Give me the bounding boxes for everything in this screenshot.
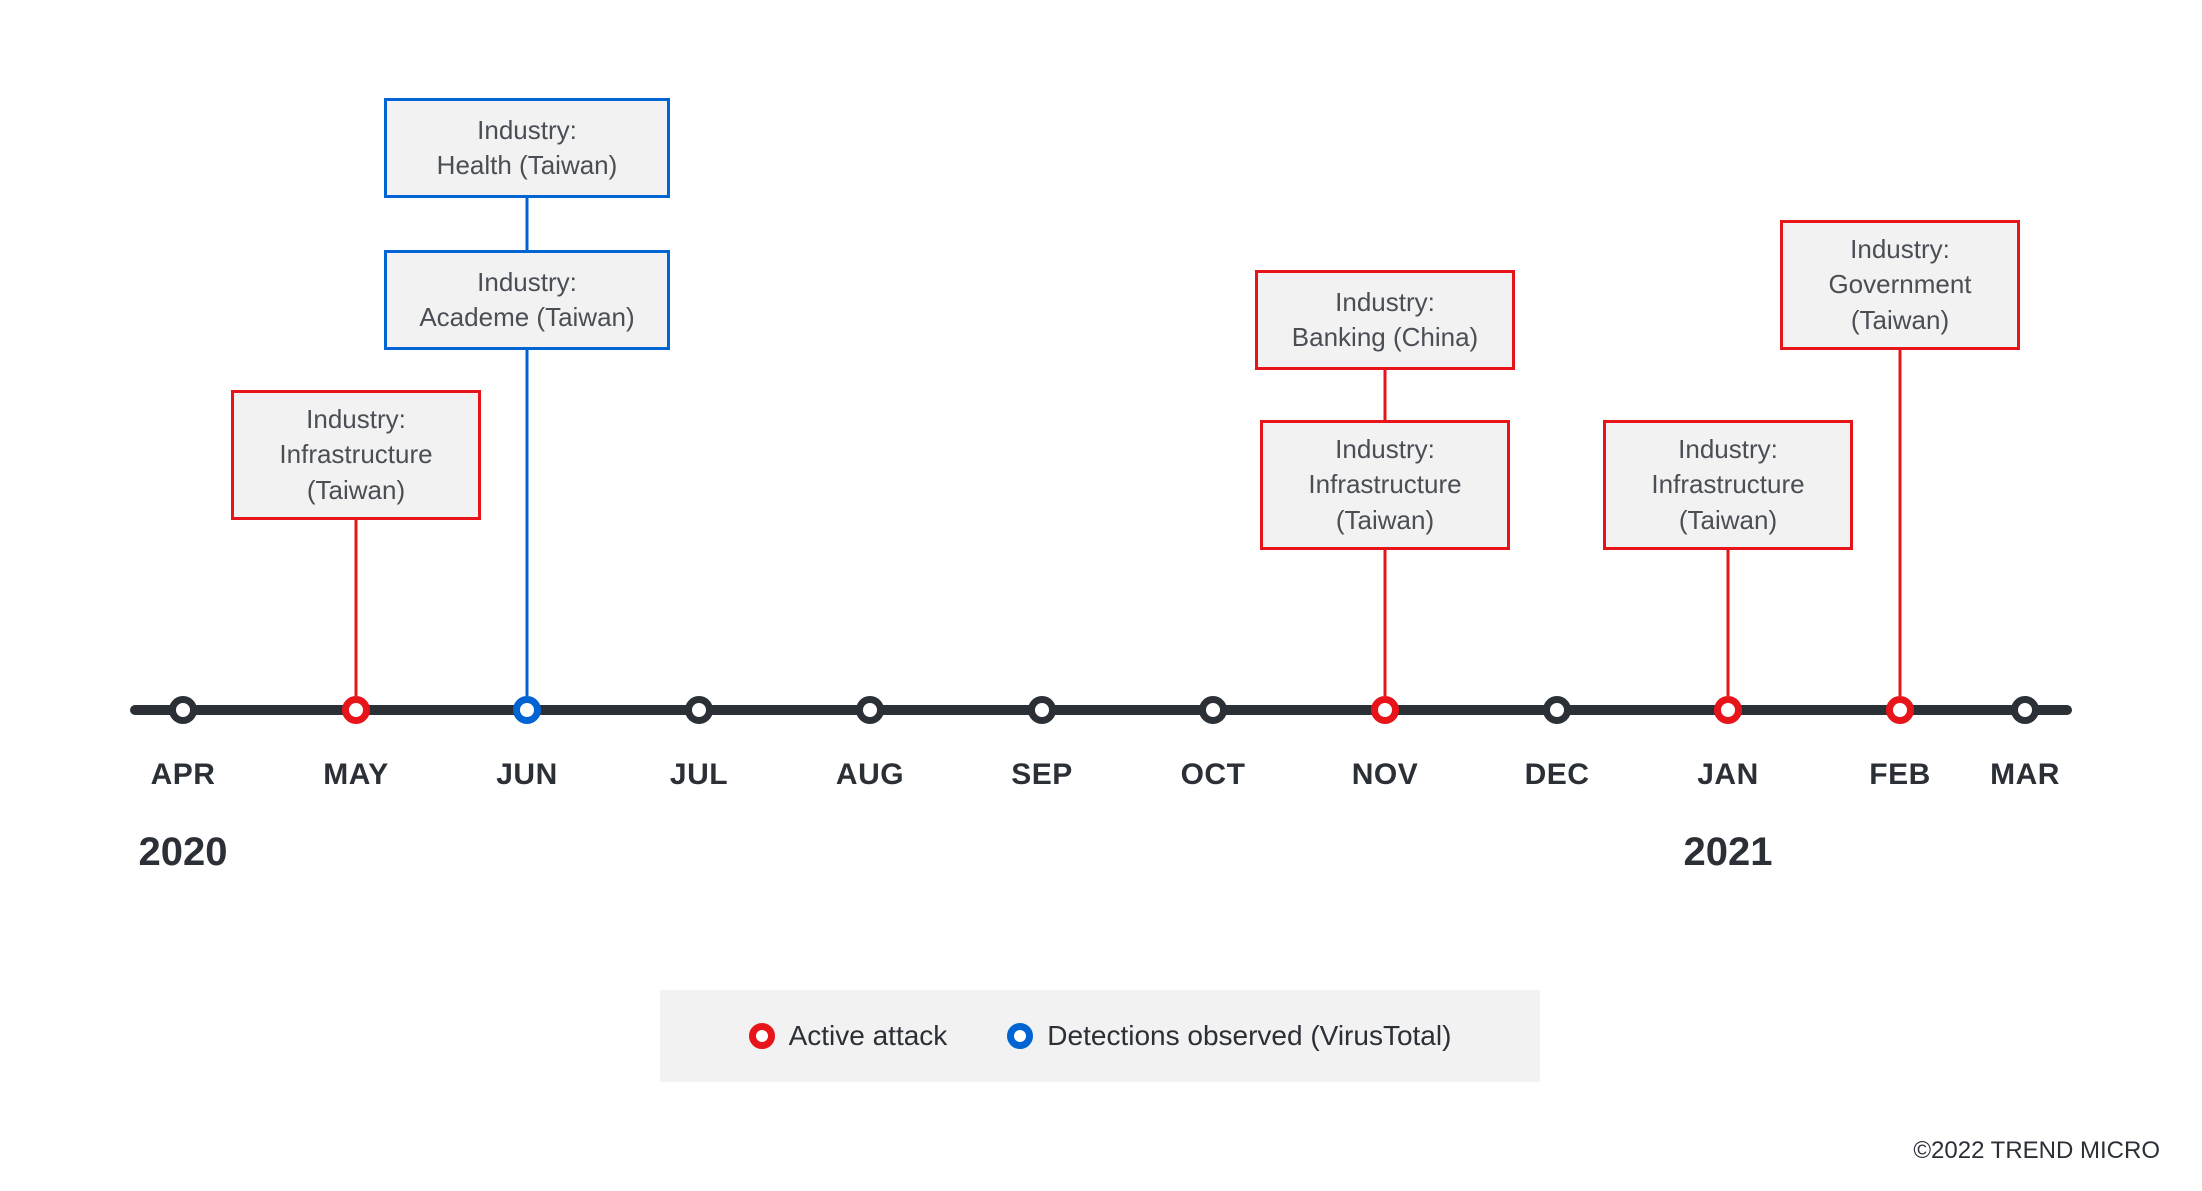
month-label-feb: FEB — [1869, 758, 1931, 792]
timeline-tick-mar — [2011, 696, 2039, 724]
event-line: Industry: — [306, 402, 406, 437]
month-label-jan: JAN — [1697, 758, 1759, 792]
event-line: Industry: — [1335, 285, 1435, 320]
event-box-nov-infra-banking-1: Industry:Banking (China) — [1255, 270, 1515, 370]
month-label-mar: MAR — [1990, 758, 2060, 792]
legend-dot-icon — [1007, 1023, 1033, 1049]
timeline-tick-nov — [1371, 696, 1399, 724]
event-line: Banking (China) — [1292, 320, 1478, 355]
connector-nov-infra-banking — [1384, 550, 1387, 696]
event-line: Health (Taiwan) — [437, 148, 618, 183]
connector-may-infra — [355, 520, 358, 696]
event-line: Industry: — [477, 113, 577, 148]
event-line: Industry: — [1678, 432, 1778, 467]
month-label-sep: SEP — [1011, 758, 1073, 792]
event-line: (Taiwan) — [1679, 503, 1777, 538]
timeline-tick-feb — [1886, 696, 1914, 724]
legend-dot-icon — [749, 1023, 775, 1049]
timeline-tick-apr — [169, 696, 197, 724]
connector-jun-academe-health — [526, 350, 529, 696]
event-line: Government — [1828, 267, 1971, 302]
legend-label: Detections observed (VirusTotal) — [1047, 1020, 1451, 1052]
connector-jan-infra — [1727, 550, 1730, 696]
timeline-tick-oct — [1199, 696, 1227, 724]
event-box-feb-gov-0: Industry:Government(Taiwan) — [1780, 220, 2020, 350]
timeline-tick-sep — [1028, 696, 1056, 724]
connector-mid-nov-infra-banking — [1384, 370, 1387, 420]
legend-item-blue: Detections observed (VirusTotal) — [1007, 1020, 1451, 1052]
event-line: (Taiwan) — [307, 473, 405, 508]
timeline-tick-may — [342, 696, 370, 724]
timeline-tick-aug — [856, 696, 884, 724]
month-label-jun: JUN — [496, 758, 558, 792]
copyright-credit: ©2022 TREND MICRO — [1913, 1137, 2160, 1165]
event-line: (Taiwan) — [1336, 503, 1434, 538]
event-box-jan-infra-0: Industry:Infrastructure(Taiwan) — [1603, 420, 1853, 550]
timeline-axis — [130, 705, 2072, 715]
year-label-2021: 2021 — [1684, 830, 1773, 875]
timeline-diagram: APR MAY JUN JUL AUG SEP OCT NOV DEC JAN FEB MAR 2020… — [0, 0, 2202, 1191]
month-label-dec: DEC — [1525, 758, 1590, 792]
connector-feb-gov — [1899, 350, 1902, 696]
legend-label: Active attack — [789, 1020, 948, 1052]
timeline-tick-dec — [1543, 696, 1571, 724]
event-line: Academe (Taiwan) — [419, 300, 634, 335]
month-label-jul: JUL — [670, 758, 728, 792]
year-label-2020: 2020 — [139, 830, 228, 875]
month-label-aug: AUG — [836, 758, 904, 792]
month-label-oct: OCT — [1181, 758, 1246, 792]
timeline-tick-jan — [1714, 696, 1742, 724]
event-line: Industry: — [477, 265, 577, 300]
event-line: Infrastructure — [1308, 467, 1461, 502]
event-line: (Taiwan) — [1851, 303, 1949, 338]
event-box-may-infra-0: Industry:Infrastructure(Taiwan) — [231, 390, 481, 520]
event-line: Infrastructure — [1651, 467, 1804, 502]
event-line: Industry: — [1850, 232, 1950, 267]
event-line: Industry: — [1335, 432, 1435, 467]
month-label-apr: APR — [151, 758, 216, 792]
event-box-jun-academe-health-1: Industry:Health (Taiwan) — [384, 98, 670, 198]
event-box-jun-academe-health-0: Industry:Academe (Taiwan) — [384, 250, 670, 350]
event-box-nov-infra-banking-0: Industry:Infrastructure(Taiwan) — [1260, 420, 1510, 550]
timeline-tick-jun — [513, 696, 541, 724]
legend: Active attack Detections observed (VirusT… — [660, 990, 1540, 1082]
timeline-tick-jul — [685, 696, 713, 724]
month-label-nov: NOV — [1352, 758, 1419, 792]
legend-item-red: Active attack — [749, 1020, 948, 1052]
connector-mid-jun-academe-health — [526, 198, 529, 250]
month-label-may: MAY — [323, 758, 388, 792]
event-line: Infrastructure — [279, 437, 432, 472]
